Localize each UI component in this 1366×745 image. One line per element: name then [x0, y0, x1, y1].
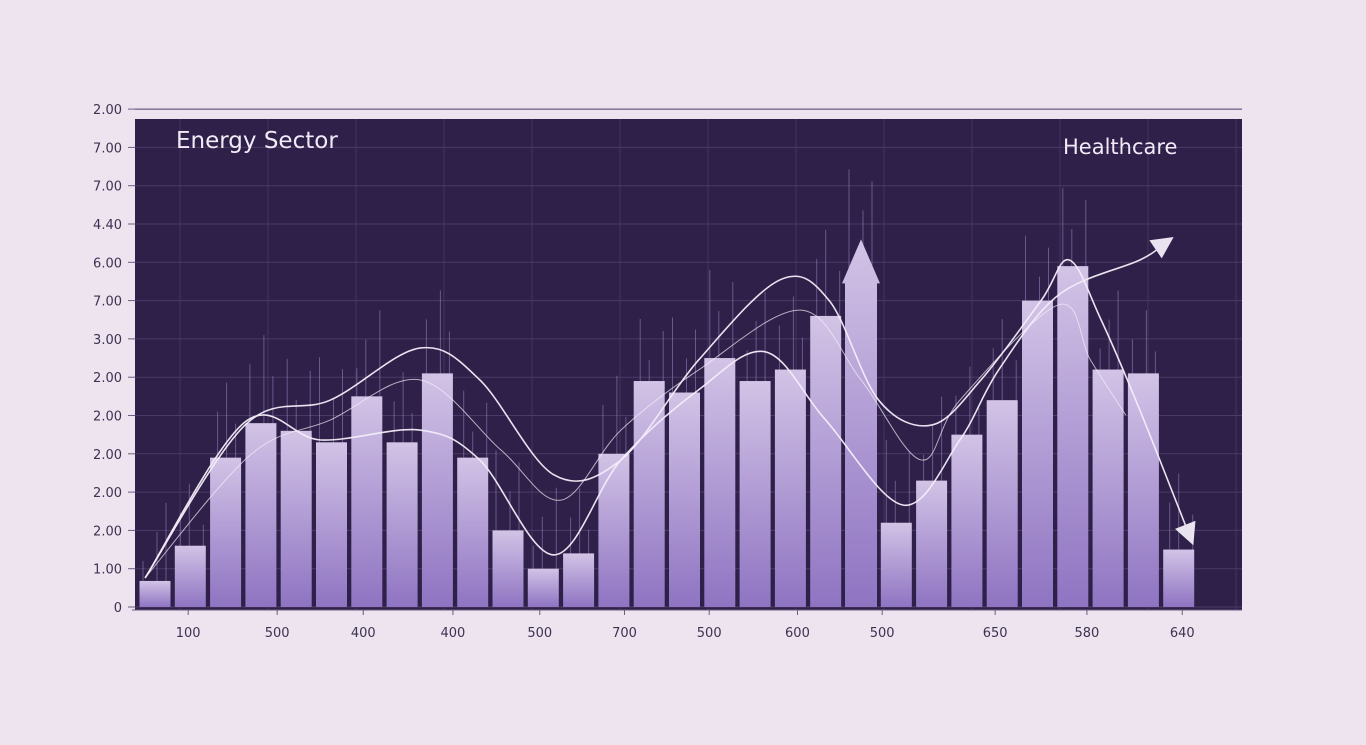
- bar: [563, 553, 595, 607]
- bar: [1092, 369, 1124, 607]
- bar: [704, 358, 736, 607]
- x-tick-label: 500: [870, 626, 895, 641]
- x-tick-label: 580: [1075, 626, 1100, 641]
- bar: [421, 373, 453, 607]
- bar: [1127, 373, 1159, 607]
- bar: [386, 442, 418, 607]
- bar: [810, 315, 842, 607]
- x-tick-label: 500: [265, 626, 290, 641]
- y-tick-label: 2.00: [93, 448, 122, 463]
- bar: [598, 453, 630, 607]
- bar-arrow: [842, 239, 880, 607]
- x-tick-label: 700: [612, 626, 637, 641]
- bar: [916, 480, 948, 607]
- x-tick-label: 500: [527, 626, 552, 641]
- y-tick-label: 2.00: [93, 103, 122, 118]
- x-tick-label: 600: [785, 626, 810, 641]
- bar: [139, 580, 171, 607]
- bar: [492, 530, 524, 607]
- y-tick-label: 6.00: [93, 256, 122, 271]
- bar: [739, 381, 771, 607]
- bar: [210, 457, 242, 607]
- bar: [457, 457, 489, 607]
- bar: [1057, 266, 1089, 607]
- x-tick-label: 650: [983, 626, 1008, 641]
- y-tick-label: 7.00: [93, 141, 122, 156]
- y-tick-label: 3.00: [93, 333, 122, 348]
- series-line-trend-2: [144, 236, 1174, 579]
- x-tick-label: 400: [441, 626, 466, 641]
- y-tick-label: 7.00: [93, 295, 122, 310]
- bar: [351, 396, 383, 607]
- x-tick-label: 100: [176, 626, 201, 641]
- x-tick-label: 400: [351, 626, 376, 641]
- y-tick-label: 7.00: [93, 180, 122, 195]
- y-tick-label: 2.00: [93, 371, 122, 386]
- y-tick-label: 2.00: [93, 486, 122, 501]
- bar: [951, 434, 983, 607]
- bar: [669, 392, 700, 607]
- x-tick-label: 640: [1170, 626, 1195, 641]
- series-line-trend-1: [144, 259, 1196, 579]
- y-tick-label: 1.00: [93, 563, 122, 578]
- bar: [774, 369, 806, 607]
- bar: [316, 442, 347, 607]
- y-tick-label: 0: [114, 601, 122, 616]
- bar: [174, 545, 206, 607]
- bar: [633, 381, 665, 607]
- title-energy-sector: Energy Sector: [176, 128, 338, 154]
- bar: [527, 568, 559, 607]
- y-tick-label: 2.00: [93, 524, 122, 539]
- bar: [280, 430, 312, 607]
- bar: [880, 522, 912, 607]
- title-healthcare: Healthcare: [1063, 135, 1177, 159]
- bar: [986, 400, 1018, 607]
- bar: [245, 423, 277, 607]
- bar: [1022, 300, 1053, 607]
- series-line-trend-3: [144, 303, 1127, 579]
- bar: [1163, 549, 1195, 607]
- y-tick-label: 2.00: [93, 410, 122, 425]
- y-tick-label: 4.40: [93, 218, 122, 233]
- x-tick-label: 500: [697, 626, 722, 641]
